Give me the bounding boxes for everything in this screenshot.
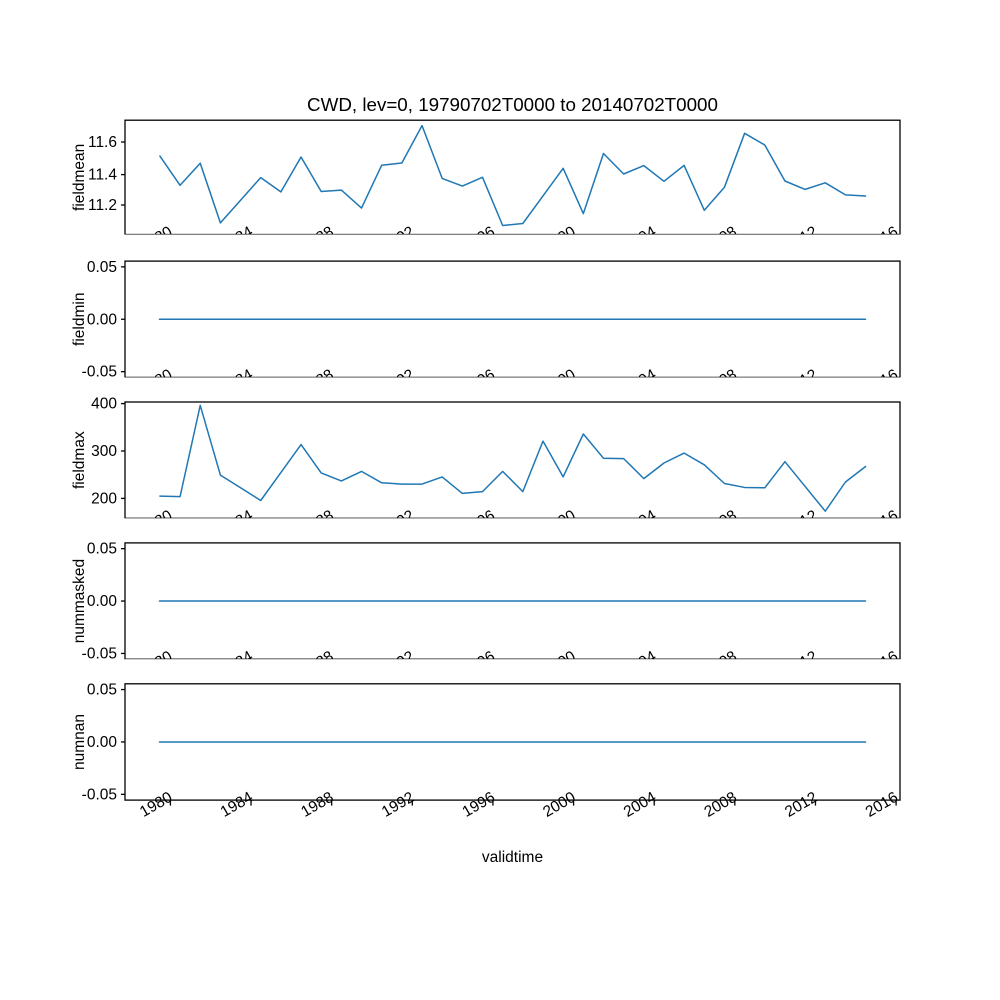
svg-text:11.2: 11.2: [88, 197, 117, 214]
svg-text:validtime: validtime: [482, 849, 543, 866]
svg-text:11.6: 11.6: [88, 134, 117, 151]
svg-text:400: 400: [91, 396, 117, 413]
svg-text:11.4: 11.4: [88, 167, 117, 184]
svg-text:0.05: 0.05: [87, 682, 117, 699]
svg-text:300: 300: [91, 443, 117, 460]
svg-text:0.05: 0.05: [87, 259, 117, 276]
svg-text:200: 200: [91, 490, 117, 507]
svg-text:0.00: 0.00: [87, 593, 118, 610]
svg-text:0.00: 0.00: [87, 734, 118, 751]
svg-text:nummasked: nummasked: [71, 559, 88, 643]
svg-text:-0.05: -0.05: [82, 786, 117, 803]
svg-text:0.05: 0.05: [87, 541, 117, 558]
svg-text:numnan: numnan: [71, 714, 88, 770]
svg-text:fieldmean: fieldmean: [71, 144, 88, 211]
svg-text:0.00: 0.00: [87, 311, 118, 328]
svg-text:fieldmin: fieldmin: [71, 293, 88, 346]
svg-text:fieldmax: fieldmax: [71, 431, 88, 489]
svg-text:CWD, lev=0, 19790702T0000 to 2: CWD, lev=0, 19790702T0000 to 20140702T00…: [307, 94, 718, 115]
